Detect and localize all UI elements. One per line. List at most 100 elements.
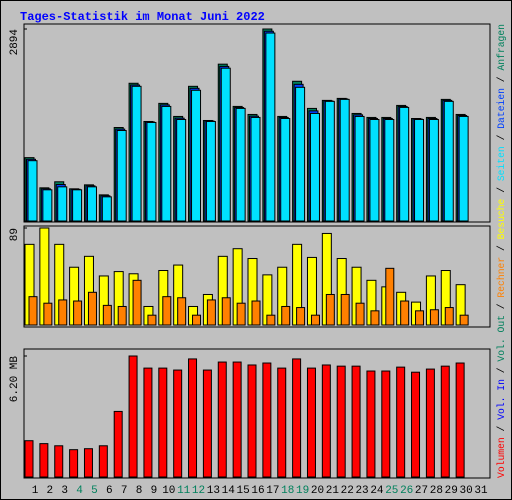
x-tick-label: 16 [251,485,264,497]
legend-entry: Anfragen [496,24,508,71]
legend-entry: Dateien [496,88,508,129]
bar [324,100,335,222]
legend-separator: / [496,129,508,146]
bar [425,368,435,478]
bar [262,362,272,478]
bar [221,297,231,326]
bar [217,361,227,478]
bar [143,367,153,478]
bar [202,369,212,478]
x-tick-label: 18 [281,485,294,497]
bar [321,364,331,478]
bar [206,299,216,326]
bar [116,130,127,222]
bar [399,106,410,222]
x-tick-label: 21 [326,485,340,497]
bar [440,365,450,478]
y-tick-label: 89 [9,228,21,241]
bar [102,304,112,326]
x-tick-label: 12 [192,485,205,497]
bar [113,410,123,478]
bar [251,300,261,326]
bar [400,300,410,326]
x-tick-label: 22 [341,485,354,497]
y-tick-label: 6.20 MB [9,356,21,403]
bar [39,443,49,478]
bar [277,367,287,478]
legend-separator: / [496,239,508,256]
x-tick-label: 30 [460,485,473,497]
bar [28,296,38,326]
legend: Volumen / Vol. In / Vol. Out / Rechner /… [496,24,508,478]
legend-separator: / [496,71,508,88]
x-tick-label: 10 [162,485,175,497]
x-tick-label: 19 [296,485,309,497]
bar [192,314,202,326]
bar [336,365,346,478]
bar [381,370,391,478]
bar [98,445,108,478]
bar [72,189,83,222]
bar [236,302,246,326]
legend-separator: / [496,362,508,379]
x-tick-label: 27 [415,485,428,497]
x-tick-label: 3 [61,485,68,497]
x-tick-label: 29 [445,485,458,497]
x-tick-label: 24 [370,485,384,497]
bar [42,189,53,222]
bar [158,367,168,478]
bar [455,362,465,478]
x-tick-label: 1 [32,485,39,497]
bar [384,118,395,222]
x-tick-label: 14 [222,485,236,497]
legend-separator: / [496,181,508,198]
bar [117,305,127,326]
bar [355,302,365,326]
legend-separator: / [496,298,508,315]
bar [266,314,276,326]
bar [43,302,53,326]
legend-entry: Vol. Out [496,315,508,362]
x-tick-label: 8 [136,485,143,497]
bar [414,118,425,222]
bar [27,160,38,222]
bar [280,117,291,222]
bar [173,369,183,478]
bar [281,305,291,326]
bar [131,85,142,222]
x-tick-label: 2 [47,485,54,497]
bar [459,314,469,326]
bar [86,186,97,222]
bar [177,297,187,326]
chart-title: Tages-Statistik im Monat Juni 2022 [20,10,265,24]
bar [351,365,361,478]
bar [161,105,172,222]
legend-entry: Vol. In [496,379,508,420]
bar [428,118,439,222]
bar [385,267,395,326]
bar [458,115,469,222]
bar [369,118,380,222]
bar [354,115,365,222]
x-tick-label: 17 [266,485,279,497]
bar [73,300,83,326]
bar [295,86,306,222]
bar [250,116,261,222]
bar [146,121,157,222]
bar [162,296,172,326]
x-tick-label: 20 [311,485,324,497]
x-tick-label: 25 [385,485,398,497]
bar [176,118,187,222]
bar [444,307,454,326]
x-tick-label: 9 [151,485,158,497]
bar [339,98,350,222]
legend-entry: Rechner [496,257,508,298]
bar [429,309,439,326]
legend-entry: Volumen [496,437,508,478]
x-tick-label: 6 [106,485,113,497]
bar [191,89,202,222]
bar [370,310,380,326]
bar [309,112,320,222]
bar [265,32,276,222]
